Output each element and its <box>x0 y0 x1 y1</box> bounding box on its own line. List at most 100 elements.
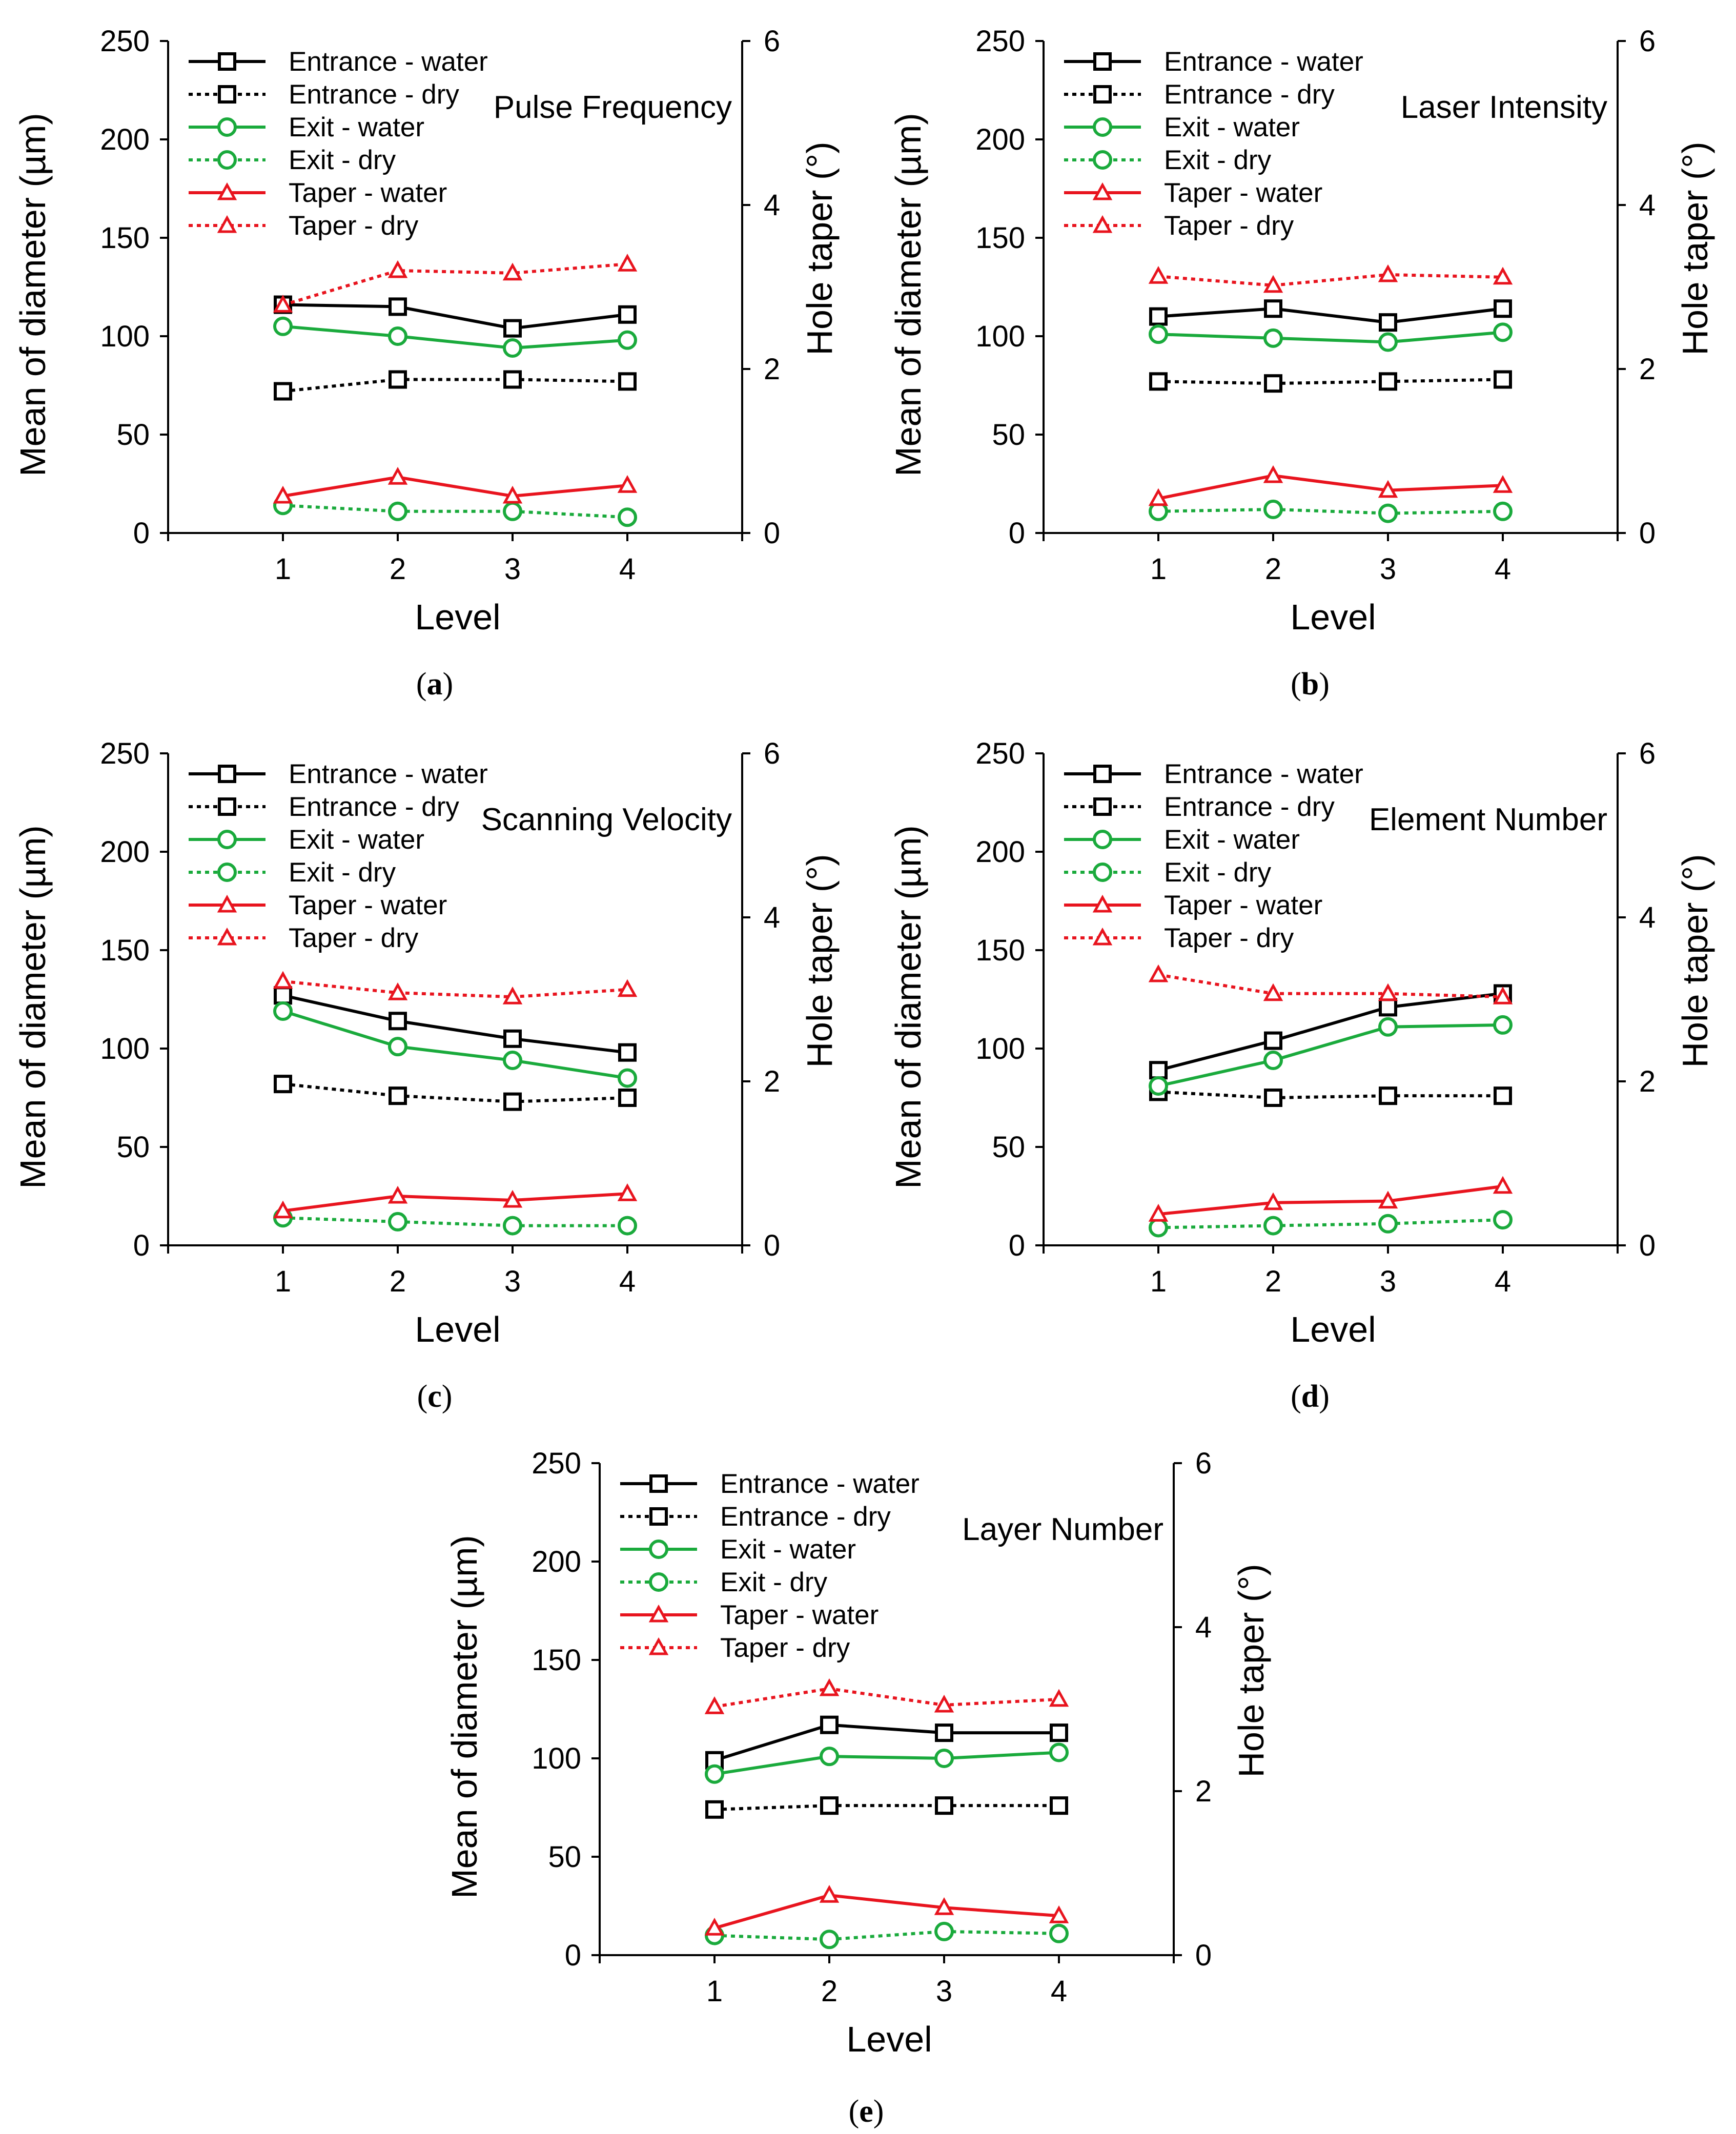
y-tick-label: 100 <box>100 1032 150 1065</box>
data-point <box>1263 983 1283 1001</box>
legend-marker <box>1093 830 1112 849</box>
caption-letter: e <box>859 2094 873 2129</box>
caption-letter: a <box>427 667 443 702</box>
data-point <box>705 1751 724 1770</box>
data-point <box>1494 1086 1512 1105</box>
legend-label: Taper - water <box>289 178 447 208</box>
data-point <box>935 1723 953 1742</box>
y2-tick-label: 4 <box>764 901 780 934</box>
legend-marker <box>217 830 237 849</box>
y-tick-label: 150 <box>100 221 150 255</box>
legend-label: Entrance - water <box>720 1469 920 1499</box>
legend-label: Entrance - dry <box>289 792 459 822</box>
legend-label: Exit - water <box>1164 112 1300 142</box>
data-point <box>1379 1086 1397 1105</box>
series-line <box>282 1216 627 1227</box>
data-point <box>1049 1742 1069 1762</box>
series-entrance-water <box>1149 299 1512 332</box>
data-point <box>1379 313 1397 332</box>
legend-label: Exit - water <box>289 825 424 855</box>
series-exit-dry <box>273 1208 637 1236</box>
data-point <box>387 467 408 485</box>
series-exit-water <box>705 1742 1069 1784</box>
data-point <box>819 1885 840 1903</box>
chart-panel-a: 0 50 100 150 200 250 0 2 4 6 1 2 3 4 Level Mean of diam… <box>13 25 840 702</box>
series-taper-dry <box>1148 264 1513 293</box>
y-tick-label: 150 <box>100 934 150 967</box>
data-point <box>1148 266 1169 284</box>
data-point <box>934 1897 954 1915</box>
legend-label: Entrance - dry <box>1164 792 1335 822</box>
y2-tick-label: 6 <box>764 737 780 770</box>
data-point <box>618 1089 637 1107</box>
data-point <box>1263 1051 1283 1071</box>
legend-marker <box>218 797 236 816</box>
y2-tick-label: 0 <box>1639 517 1656 550</box>
data-point <box>1378 264 1398 282</box>
data-point <box>1148 1204 1169 1222</box>
data-point <box>1149 372 1168 391</box>
data-point <box>1263 1192 1283 1210</box>
series-line <box>1158 1023 1503 1087</box>
series-line <box>714 1751 1059 1776</box>
data-point <box>1493 987 1513 1004</box>
legend-label: Entrance - dry <box>720 1502 891 1532</box>
series-taper-dry <box>273 971 638 1004</box>
data-point <box>1493 475 1513 493</box>
data-point <box>1264 299 1282 318</box>
x-tick-label: 1 <box>1150 552 1167 586</box>
data-point <box>1149 307 1168 326</box>
data-point <box>503 501 522 521</box>
y-tick-label: 50 <box>116 418 150 452</box>
series-line <box>714 1804 1059 1811</box>
legend-marker <box>1093 863 1112 882</box>
data-point <box>502 262 523 281</box>
data-point <box>274 382 292 401</box>
data-point <box>1050 1796 1068 1815</box>
series-line <box>1158 973 1503 999</box>
x-tick-label: 3 <box>504 552 521 586</box>
legend-label: Exit - dry <box>289 145 396 175</box>
legend-marker <box>217 863 237 882</box>
y-tick-label: 150 <box>975 934 1025 967</box>
legend-label: Exit - water <box>289 112 424 142</box>
data-point <box>503 370 522 389</box>
y-axis-label: Mean of diameter (µm) <box>13 113 53 476</box>
y2-axis-label: Hole taper (°) <box>1231 1564 1271 1777</box>
x-tick-label: 3 <box>1380 1265 1396 1298</box>
caption-close: ) <box>1319 667 1330 702</box>
data-point <box>1149 1218 1168 1238</box>
data-point <box>1149 324 1168 344</box>
legend-marker <box>1093 765 1112 783</box>
data-point <box>1049 1923 1069 1943</box>
data-point <box>934 1694 954 1713</box>
data-point <box>618 330 637 350</box>
data-point <box>1378 1214 1398 1234</box>
legend-label: Taper - water <box>289 890 447 920</box>
series-taper-water <box>704 1885 1069 1936</box>
legend-label: Taper - dry <box>1164 211 1294 241</box>
y2-tick-label: 6 <box>764 25 780 58</box>
series-line <box>282 504 628 519</box>
legend-marker <box>648 1637 669 1655</box>
data-point <box>1263 275 1283 293</box>
x-tick-label: 4 <box>619 552 636 586</box>
series-taper-dry <box>704 1678 1069 1714</box>
data-point <box>1264 1031 1282 1050</box>
caption-letter: d <box>1301 1379 1319 1414</box>
series-line <box>714 1930 1059 1941</box>
series-exit-dry <box>273 496 637 527</box>
y2-tick-label: 4 <box>1639 189 1656 222</box>
data-point <box>934 1921 954 1941</box>
x-tick-label: 1 <box>275 552 291 586</box>
series-entrance-water <box>1149 984 1512 1080</box>
data-point <box>819 1678 840 1696</box>
x-tick-label: 2 <box>1265 1265 1281 1298</box>
legend-label: Taper - dry <box>720 1633 850 1663</box>
y-axis-label: Mean of diameter (µm) <box>444 1535 484 1898</box>
legend-marker <box>217 150 237 170</box>
data-point <box>503 1051 522 1071</box>
x-axis-label: Level <box>415 597 500 637</box>
legend-label: Taper - dry <box>289 923 419 953</box>
data-point <box>1493 322 1513 342</box>
